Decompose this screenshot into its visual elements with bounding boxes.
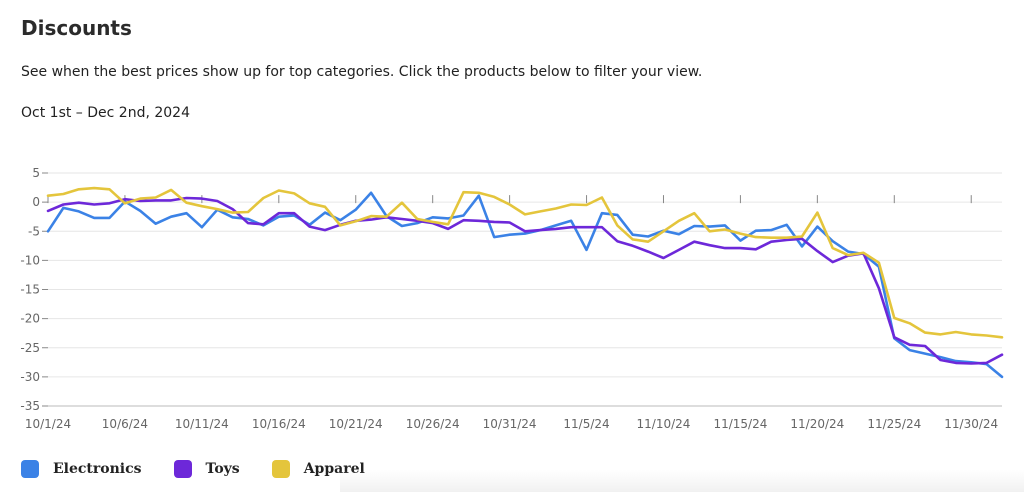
x-tick-label: 11/25/24 xyxy=(867,417,921,431)
discounts-line-chart: 5 0 -5 -10 -15 -20 -25 -30 -35 10/1/24 10/6/24 10/1… xyxy=(20,166,1004,431)
y-tick-label: -5 xyxy=(28,224,40,238)
legend-label-toys: Toys xyxy=(205,461,240,477)
electronics-swatch xyxy=(21,460,39,478)
legend-item-electronics[interactable]: Electronics xyxy=(21,460,142,478)
page-subtitle: See when the best prices show up for top… xyxy=(21,64,703,80)
bottom-fade xyxy=(340,470,1024,492)
page-title: Discounts xyxy=(21,16,132,40)
legend-item-toys[interactable]: Toys xyxy=(173,460,240,478)
y-tick-label: -25 xyxy=(20,341,40,355)
y-tick-label: 0 xyxy=(32,195,40,209)
x-tick-label: 10/6/24 xyxy=(102,417,148,431)
legend: Electronics Toys Apparel xyxy=(21,460,365,478)
legend-label-electronics: Electronics xyxy=(53,461,142,477)
y-tick-label: -35 xyxy=(20,399,40,413)
x-tick-label: 11/20/24 xyxy=(790,417,844,431)
x-tick-label: 10/11/24 xyxy=(175,417,229,431)
y-tick-label: -15 xyxy=(20,283,40,297)
x-tick-label: 10/26/24 xyxy=(406,417,460,431)
y-tick-label: -10 xyxy=(20,253,40,267)
series-line-apparel[interactable] xyxy=(46,186,1004,339)
y-tick-label: -20 xyxy=(20,312,40,326)
y-tick-label: -30 xyxy=(20,370,40,384)
x-tick-label: 10/21/24 xyxy=(329,417,383,431)
x-tick-label: 11/30/24 xyxy=(944,417,998,431)
x-tick-label: 10/1/24 xyxy=(25,417,71,431)
apparel-swatch xyxy=(271,460,290,478)
x-tick-label: 11/10/24 xyxy=(637,417,691,431)
series-line-electronics[interactable] xyxy=(46,191,1004,379)
x-tick-label: 10/31/24 xyxy=(483,417,537,431)
x-tick-label: 10/16/24 xyxy=(252,417,306,431)
y-tick-label: 5 xyxy=(32,166,40,180)
date-range: Oct 1st – Dec 2nd, 2024 xyxy=(21,105,190,121)
series-lines xyxy=(46,186,1004,379)
x-tick-label: 11/15/24 xyxy=(713,417,767,431)
series-line-toys[interactable] xyxy=(46,196,1004,365)
axes: 5 0 -5 -10 -15 -20 -25 -30 -35 10/1/24 10/6/24 10/1… xyxy=(20,166,1002,431)
grid-lines xyxy=(48,172,1002,407)
toys-swatch xyxy=(173,460,192,478)
x-tick-label: 11/5/24 xyxy=(563,417,609,431)
